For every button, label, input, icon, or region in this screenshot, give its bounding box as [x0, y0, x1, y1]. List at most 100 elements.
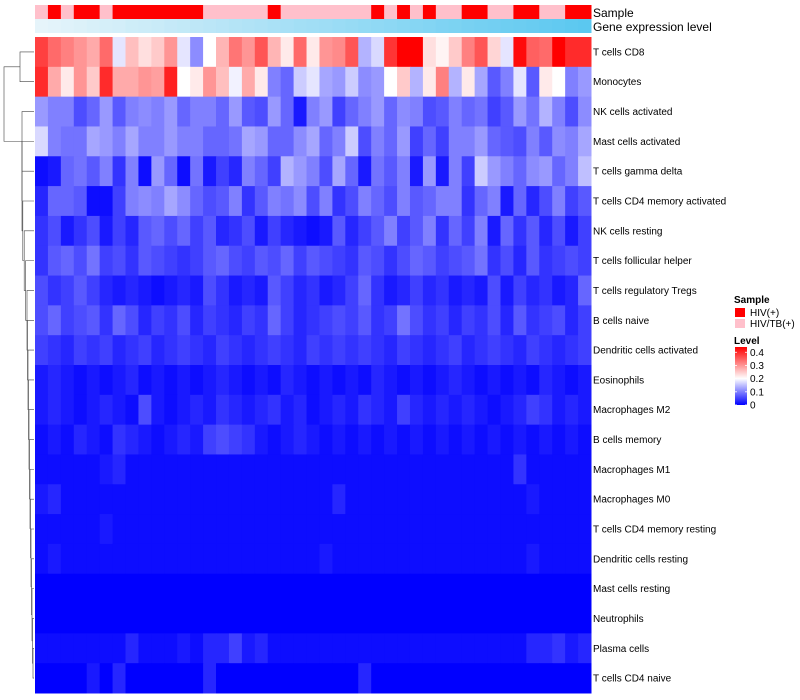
heatmap-cell [422, 543, 437, 575]
heatmap-cell [371, 305, 385, 336]
heatmap-cell [267, 514, 282, 545]
heatmap-cell [371, 365, 385, 396]
heatmap-cell [578, 603, 592, 634]
heatmap-cell [241, 424, 256, 455]
heatmap-cell [254, 543, 269, 575]
heatmap-cell [448, 156, 463, 187]
heatmap-cell [125, 215, 139, 247]
sample-annotation-cell [190, 5, 204, 19]
heatmap-cell [565, 215, 579, 247]
heatmap-cell [461, 365, 476, 396]
heatmap-cell [513, 514, 527, 545]
expression-annotation-cell [35, 19, 49, 33]
heatmap-cell [293, 305, 308, 336]
heatmap-cell [228, 573, 243, 605]
heatmap-cell [526, 215, 540, 247]
heatmap-cell [397, 633, 411, 664]
heatmap-cell [539, 66, 553, 98]
heatmap-cell [384, 96, 398, 127]
heatmap-cell [241, 275, 256, 306]
heatmap-cell [332, 215, 346, 247]
heatmap-cell [151, 484, 165, 515]
heatmap-cell [280, 484, 295, 515]
heatmap-cell [241, 96, 256, 127]
dendrogram-branch [21, 170, 34, 232]
heatmap-cell [164, 275, 178, 306]
heatmap-cell [461, 245, 476, 277]
heatmap-cell [409, 454, 424, 485]
heatmap-cell [99, 335, 114, 366]
heatmap-cell [280, 603, 295, 634]
heatmap-cell [500, 454, 514, 485]
heatmap-cell [371, 484, 385, 515]
heatmap-cell [397, 335, 411, 366]
row-label: NK cells activated [593, 107, 672, 118]
heatmap-cell [216, 66, 230, 98]
dendrogram-branch [3, 66, 22, 142]
heatmap-cell [190, 573, 204, 605]
legend-level-tick: 0.2 [750, 374, 764, 385]
heatmap-cell [306, 603, 320, 634]
heatmap-cell [500, 126, 514, 157]
heatmap-cell [552, 633, 566, 664]
row-label: Neutrophils [593, 614, 644, 625]
sample-annotation-cell [358, 5, 372, 19]
heatmap-cell [539, 573, 553, 605]
heatmap-cell [345, 335, 359, 366]
heatmap-cell [151, 603, 165, 634]
heatmap-cell [500, 633, 514, 664]
heatmap-cell [99, 305, 114, 336]
heatmap-cell [435, 37, 450, 68]
heatmap-cell [151, 454, 165, 485]
heatmap-cell [306, 424, 320, 455]
heatmap-cell [35, 275, 49, 306]
sample-annotation-cell [409, 5, 424, 19]
heatmap-cell [241, 365, 256, 396]
expression-annotation-cell [151, 19, 165, 33]
heatmap-cell [125, 66, 139, 98]
heatmap-cell [539, 37, 553, 68]
heatmap-cell [500, 335, 514, 366]
sample-annotation-cell [112, 5, 127, 19]
heatmap-cell [203, 335, 217, 366]
expression-annotation-cell [448, 19, 463, 33]
expression-annotation-cell [164, 19, 178, 33]
heatmap-cell [177, 126, 191, 157]
annotation-label-expression: Gene expression level [593, 20, 712, 34]
heatmap-cell [216, 394, 230, 426]
heatmap-cell [73, 126, 88, 157]
heatmap-cell [332, 454, 346, 485]
heatmap-cell [474, 126, 489, 157]
heatmap-cell [487, 245, 501, 277]
heatmap-cell [461, 126, 476, 157]
heatmap-cell [73, 424, 88, 455]
heatmap-cell [448, 543, 463, 575]
heatmap-cell [216, 514, 230, 545]
heatmap-cell [86, 573, 101, 605]
heatmap-cell [397, 305, 411, 336]
heatmap-cell [228, 543, 243, 575]
heatmap-cell [254, 573, 269, 605]
heatmap-cell [112, 335, 127, 366]
heatmap-cell [138, 573, 152, 605]
heatmap-cell [254, 484, 269, 515]
expression-annotation-cell [500, 19, 514, 33]
heatmap-cell [151, 96, 165, 127]
heatmap-cell [177, 96, 191, 127]
heatmap-cell [241, 126, 256, 157]
sample-annotation-cell [151, 5, 165, 19]
heatmap-cell [526, 663, 540, 694]
sample-annotation-cell [461, 5, 476, 19]
heatmap-cell [293, 186, 308, 217]
heatmap-cell [86, 514, 101, 545]
expression-annotation-cell [241, 19, 256, 33]
heatmap-cell [177, 633, 191, 664]
heatmap-cell [397, 126, 411, 157]
heatmap-cell [345, 305, 359, 336]
heatmap-cell [474, 37, 489, 68]
heatmap-cell [241, 603, 256, 634]
heatmap-cell [293, 543, 308, 575]
heatmap-cell [474, 156, 489, 187]
heatmap-cell [319, 543, 333, 575]
